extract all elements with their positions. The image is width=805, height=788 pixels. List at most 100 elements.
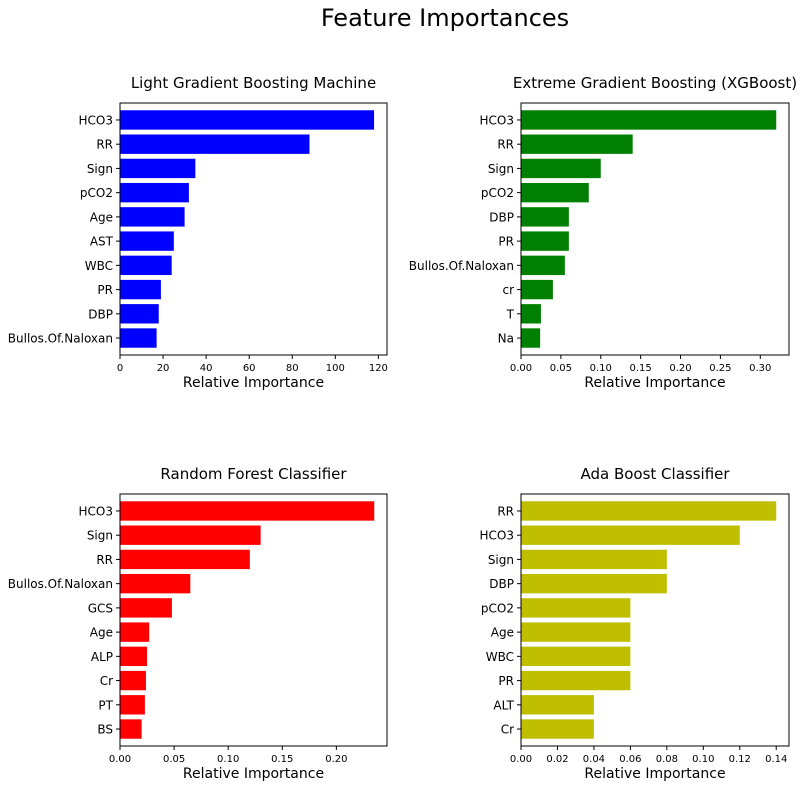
bar-cr — [120, 670, 146, 691]
bar-dbp — [521, 573, 667, 594]
y-tick-label: PR — [498, 235, 514, 249]
bar-wbc — [521, 646, 631, 667]
x-tick-label: 0.20 — [669, 363, 691, 374]
x-tick-label: 0.10 — [217, 754, 239, 765]
bar-rr — [120, 134, 310, 154]
x-tick-label: 0.10 — [590, 363, 612, 374]
y-tick-label: HCO3 — [480, 113, 514, 127]
y-tick-label: PR — [498, 674, 514, 688]
axes-frame — [119, 102, 388, 356]
bar-t — [521, 304, 541, 324]
axes-frame — [520, 493, 790, 747]
bar-age — [521, 622, 631, 642]
bar-dbp — [120, 304, 159, 324]
axes-frame — [119, 493, 388, 747]
y-tick-label: cr — [502, 283, 514, 297]
y-tick-label: Na — [498, 332, 514, 346]
bar-sign — [120, 525, 261, 545]
bar-dbp — [521, 207, 569, 227]
bar-wbc — [120, 255, 172, 276]
bar-rr — [521, 134, 633, 154]
bar-hco3 — [120, 110, 375, 130]
bar-pr — [521, 231, 569, 251]
bar-gcs — [120, 598, 172, 618]
bar-sign — [521, 549, 667, 570]
y-tick-label: RR — [96, 553, 113, 567]
y-tick-label: Bullos.Of.Naloxan — [409, 259, 514, 273]
y-tick-label: DBP — [489, 210, 514, 224]
x-tick-label: 0.02 — [546, 754, 568, 765]
x-tick-label: 0 — [117, 363, 123, 374]
bar-alt — [521, 695, 594, 715]
y-tick-label: HCO3 — [480, 529, 514, 543]
chart-title: Extreme Gradient Boosting (XGBoost) — [513, 74, 797, 92]
y-tick-label: DBP — [88, 307, 113, 321]
y-tick-label: WBC — [85, 259, 113, 273]
x-tick-label: 100 — [326, 363, 345, 374]
panel-light-gradient-boosting-machine: Light Gradient Boosting Machine HCO3 RR Sig… — [8, 74, 388, 391]
y-tick-label: Bullos.Of.Naloxan — [8, 332, 113, 346]
x-tick-label: 0.04 — [583, 754, 605, 765]
y-tick-label: Sign — [488, 553, 514, 567]
y-tick-label: Sign — [488, 162, 514, 176]
bar-bs — [120, 719, 142, 739]
y-tick-label: ALT — [493, 698, 514, 712]
x-axis-label: Relative Importance — [183, 766, 324, 782]
figure-title: Feature Importances — [321, 4, 569, 32]
bar-hco3 — [521, 525, 740, 545]
x-tick-label: 0.10 — [692, 754, 714, 765]
x-tick-label: 0.14 — [765, 754, 787, 765]
bar-rr — [521, 501, 777, 521]
y-tick-label: Cr — [501, 723, 514, 737]
x-tick-label: 0.00 — [109, 754, 131, 765]
y-tick-label: RR — [96, 138, 113, 152]
y-tick-label: WBC — [486, 650, 514, 664]
bar-age — [120, 622, 150, 642]
bar-pr — [120, 279, 161, 300]
chart-title: Random Forest Classifier — [160, 465, 347, 483]
x-tick-label: 0.05 — [550, 363, 572, 374]
x-tick-label: 0.00 — [510, 754, 532, 765]
x-tick-label: 40 — [200, 363, 213, 374]
x-axis-label: Relative Importance — [584, 375, 725, 391]
bar-rr — [120, 549, 250, 570]
y-tick-label: T — [506, 307, 515, 321]
bar-hco3 — [521, 110, 777, 130]
y-tick-label: HCO3 — [79, 504, 113, 518]
y-tick-label: pCO2 — [80, 186, 113, 200]
x-tick-label: 0.15 — [271, 754, 293, 765]
panel-extreme-gradient-boosting: Extreme Gradient Boosting (XGBoost) HCO3 R… — [409, 74, 797, 391]
y-tick-label: pCO2 — [481, 186, 514, 200]
x-tick-label: 20 — [157, 363, 170, 374]
bar-pco2 — [521, 182, 589, 203]
bar-bullos-of-naloxan — [120, 328, 157, 348]
bar-cr — [521, 719, 594, 739]
y-tick-label: Age — [491, 626, 514, 640]
y-tick-label: DBP — [489, 577, 514, 591]
y-tick-label: ALP — [91, 650, 113, 664]
x-tick-label: 0.20 — [325, 754, 347, 765]
x-tick-label: 0.06 — [619, 754, 641, 765]
y-tick-label: BS — [97, 723, 113, 737]
y-tick-label: RR — [497, 504, 514, 518]
bar-bullos-of-naloxan — [521, 255, 565, 276]
x-tick-label: 80 — [286, 363, 299, 374]
bar-pr — [521, 670, 631, 691]
chart-title: Ada Boost Classifier — [580, 465, 730, 483]
panel-ada-boost-classifier: Ada Boost Classifier RR HCO3 Sign DBP pCO2 Age… — [480, 465, 790, 782]
y-tick-label: RR — [497, 138, 514, 152]
bar-hco3 — [120, 501, 375, 521]
x-tick-label: 0.05 — [163, 754, 185, 765]
x-tick-label: 0.30 — [749, 363, 771, 374]
bar-na — [521, 328, 541, 348]
x-tick-label: 60 — [243, 363, 256, 374]
y-tick-label: Bullos.Of.Naloxan — [8, 577, 113, 591]
panel-random-forest-classifier: Random Forest Classifier HCO3 Sign RR Bullos… — [8, 465, 388, 782]
bar-alp — [120, 646, 148, 667]
bar-pco2 — [120, 182, 189, 203]
y-tick-label: pCO2 — [481, 601, 514, 615]
y-tick-label: Cr — [100, 674, 113, 688]
bar-pco2 — [521, 598, 631, 618]
y-tick-label: AST — [90, 235, 114, 249]
